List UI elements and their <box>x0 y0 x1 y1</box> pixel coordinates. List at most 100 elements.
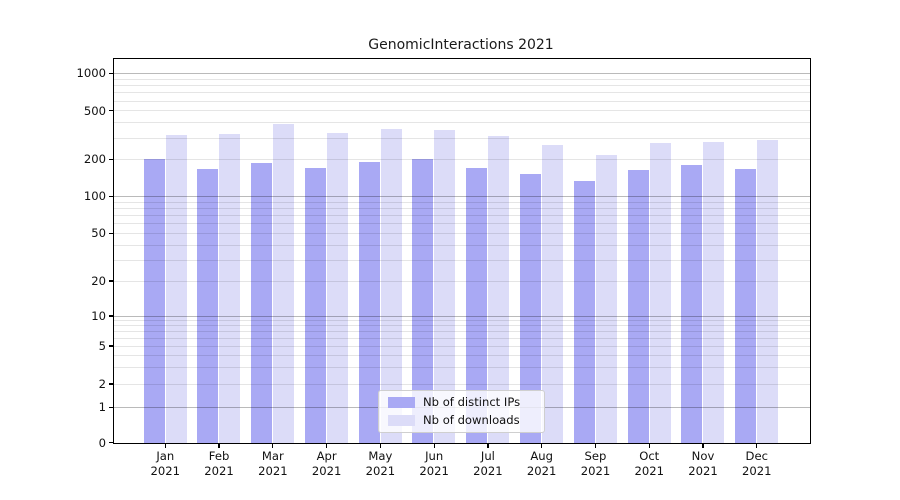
bar-nb-of-downloads-aug <box>541 145 563 443</box>
x-axis-tick <box>326 443 328 448</box>
y-tick-label-10: 10 <box>91 309 106 323</box>
gridline-minor-2 <box>114 383 810 385</box>
legend-swatch-distinct-ips <box>388 396 415 408</box>
gridline-minor-900 <box>114 78 810 80</box>
x-axis-tick <box>541 443 543 448</box>
x-tick-label-mar: Mar 2021 <box>241 449 305 479</box>
x-tick-label-feb: Feb 2021 <box>187 449 251 479</box>
gridline-minor-6 <box>114 337 810 339</box>
y-tick-label-0: 0 <box>98 435 106 450</box>
x-tick-label-year: 2021 <box>365 463 396 478</box>
legend-item-distinct-ips: Nb of distinct IPs <box>388 395 536 410</box>
y-tick-label-500: 500 <box>83 103 106 118</box>
x-tick-label-year: 2021 <box>580 463 611 478</box>
gridline-major-10 <box>114 315 810 317</box>
gridline-minor-400 <box>114 122 810 124</box>
x-axis-tick <box>218 443 220 448</box>
legend: Nb of distinct IPs Nb of downloads <box>378 389 545 433</box>
gridline-minor-500 <box>114 110 810 112</box>
bar-nb-of-distinct-ips-dec <box>735 169 757 443</box>
y-tick-label-5: 5 <box>98 339 106 353</box>
x-tick-label-year: 2021 <box>419 463 449 478</box>
x-tick-label-nov: Nov 2021 <box>671 449 735 479</box>
y-axis-tick <box>108 406 113 408</box>
y-axis-tick <box>108 110 113 112</box>
x-axis-tick <box>272 443 274 448</box>
y-axis-tick <box>108 158 113 160</box>
bar-nb-of-downloads-dec <box>757 140 779 443</box>
y-axis-tick <box>108 195 113 197</box>
bar-nb-of-distinct-ips-jun <box>412 159 434 443</box>
y-tick-label-2: 2 <box>98 377 106 391</box>
y-axis-tick <box>108 315 113 317</box>
gridline-minor-90 <box>114 201 810 203</box>
x-tick-label-aug: Aug 2021 <box>510 449 574 479</box>
x-tick-label-sep: Sep 2021 <box>563 449 627 479</box>
bar-nb-of-downloads-jan <box>165 135 187 443</box>
x-tick-label-year: 2021 <box>150 463 181 478</box>
bar-nb-of-downloads-mar <box>273 123 295 443</box>
legend-label-downloads: Nb of downloads <box>423 413 520 427</box>
x-tick-label-jun: Jun 2021 <box>402 449 466 479</box>
bar-nb-of-downloads-nov <box>703 141 725 443</box>
gridline-major-1000 <box>114 73 810 75</box>
x-tick-label-oct: Oct 2021 <box>617 449 681 479</box>
x-tick-label-year: 2021 <box>688 463 718 478</box>
y-tick-label-1: 1 <box>98 400 106 415</box>
gridline-minor-4 <box>114 355 810 357</box>
x-axis-tick <box>648 443 650 448</box>
gridline-minor-30 <box>114 259 810 261</box>
x-tick-label-jul: Jul 2021 <box>456 449 520 479</box>
x-axis-tick <box>702 443 704 448</box>
x-axis-tick <box>487 443 489 448</box>
x-tick-label-year: 2021 <box>473 463 503 478</box>
y-tick-label-20: 20 <box>91 274 106 288</box>
gridline-minor-9 <box>114 320 810 322</box>
bar-nb-of-downloads-jun <box>434 130 456 443</box>
bar-nb-of-downloads-oct <box>649 143 671 443</box>
gridline-minor-5 <box>114 345 810 347</box>
x-tick-label-year: 2021 <box>258 463 288 478</box>
y-axis-tick <box>108 280 113 282</box>
bar-nb-of-distinct-ips-sep <box>573 180 595 443</box>
x-axis-tick <box>756 443 758 448</box>
bar-nb-of-downloads-feb <box>219 134 241 443</box>
bar-nb-of-distinct-ips-aug <box>519 174 541 443</box>
chart-title: GenomicInteractions 2021 <box>368 37 554 53</box>
bar-nb-of-distinct-ips-jul <box>466 168 488 443</box>
x-axis-tick <box>379 443 381 448</box>
bars-layer <box>114 59 810 443</box>
gridline-minor-600 <box>114 100 810 102</box>
y-tick-label-200: 200 <box>83 152 106 167</box>
x-tick-label-year: 2021 <box>311 463 342 478</box>
gridline-minor-70 <box>114 215 810 217</box>
x-tick-label-year: 2021 <box>634 463 664 478</box>
bar-nb-of-distinct-ips-oct <box>627 170 649 443</box>
bar-nb-of-distinct-ips-apr <box>304 167 326 443</box>
legend-swatch-downloads <box>388 414 415 426</box>
y-axis-tick <box>108 72 113 74</box>
x-tick-label-year: 2021 <box>204 463 234 478</box>
x-axis-tick <box>433 443 435 448</box>
x-tick-label-dec: Dec 2021 <box>725 449 789 479</box>
y-axis-tick <box>108 383 113 385</box>
gridline-minor-7 <box>114 331 810 333</box>
bar-nb-of-downloads-apr <box>326 132 348 443</box>
gridline-minor-3 <box>114 366 810 368</box>
y-tick-label-50: 50 <box>91 226 106 241</box>
gridline-minor-20 <box>114 280 810 282</box>
x-tick-label-may: May 2021 <box>348 449 412 479</box>
legend-label-distinct-ips: Nb of distinct IPs <box>423 395 521 409</box>
x-axis-tick <box>164 443 166 448</box>
gridlines-layer <box>114 59 810 443</box>
gridline-minor-700 <box>114 92 810 94</box>
y-axis-tick <box>108 442 113 444</box>
bar-nb-of-distinct-ips-feb <box>197 169 219 443</box>
x-tick-label-year: 2021 <box>742 463 772 478</box>
x-axis-tick <box>594 443 597 448</box>
plot-area <box>113 58 811 444</box>
bar-nb-of-distinct-ips-mar <box>251 163 273 443</box>
x-tick-label-jan: Jan 2021 <box>133 449 197 479</box>
gridline-minor-300 <box>114 137 810 139</box>
